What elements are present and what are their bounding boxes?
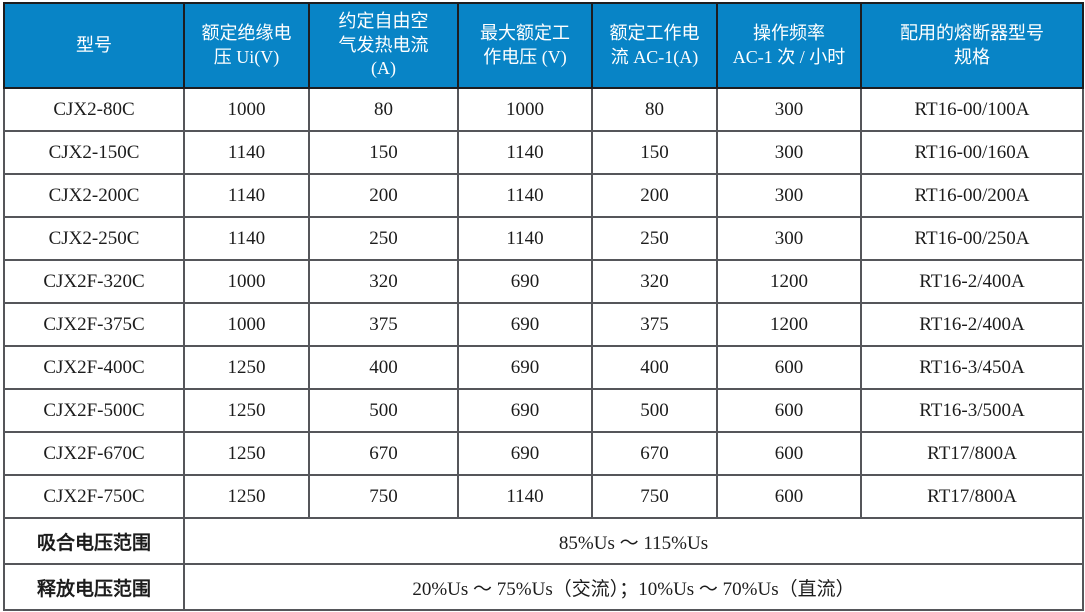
table-row-pickup-voltage: 吸合电压范围 85%Us ～ 115%Us — [3, 517, 1084, 565]
table-cell: RT16-00/250A — [860, 216, 1084, 261]
table-cell: CJX2F-750C — [3, 474, 185, 519]
pickup-voltage-label: 吸合电压范围 — [3, 517, 185, 565]
table-cell: RT16-2/400A — [860, 302, 1084, 347]
pickup-voltage-value: 85%Us ～ 115%Us — [183, 517, 1084, 565]
table-cell: 670 — [591, 431, 718, 476]
table-cell: 750 — [591, 474, 718, 519]
table-row: CJX2F-400C 1250 400 690 400 600 RT16-3/450A — [3, 345, 1084, 390]
table-cell: 1200 — [716, 259, 862, 304]
table-cell: 750 — [308, 474, 459, 519]
table-cell: 250 — [591, 216, 718, 261]
table-cell: 1000 — [183, 259, 310, 304]
table-cell: 1250 — [183, 345, 310, 390]
table-cell: 690 — [457, 431, 593, 476]
table-row: CJX2-200C 1140 200 1140 200 300 RT16-00/200A — [3, 173, 1084, 218]
table-cell: 1140 — [457, 130, 593, 175]
table-cell: 600 — [716, 431, 862, 476]
table-cell: 200 — [591, 173, 718, 218]
table-cell: 1200 — [716, 302, 862, 347]
table-cell: 300 — [716, 130, 862, 175]
table-cell: 300 — [716, 173, 862, 218]
table-cell: CJX2-150C — [3, 130, 185, 175]
table-cell: 1250 — [183, 388, 310, 433]
table-row: CJX2F-320C 1000 320 690 320 1200 RT16-2/400A — [3, 259, 1084, 304]
table-cell: 1250 — [183, 431, 310, 476]
contactor-spec-table: 型号 额定绝缘电 压 Ui(V) 约定自由空 气发热电流 (A) 最大额定工 作… — [3, 2, 1084, 611]
release-voltage-value: 20%Us ～ 75%Us（交流）；10%Us ～ 70%Us（直流） — [183, 563, 1084, 611]
table-cell: 1140 — [183, 173, 310, 218]
table-cell: 150 — [591, 130, 718, 175]
table-cell: 320 — [308, 259, 459, 304]
table-cell: 690 — [457, 345, 593, 390]
table-cell: 80 — [308, 87, 459, 132]
table-cell: 690 — [457, 388, 593, 433]
table-row: CJX2F-670C 1250 670 690 670 600 RT17/800A — [3, 431, 1084, 476]
header-cell-max-working-voltage: 最大额定工 作电压 (V) — [457, 2, 593, 89]
header-cell-model: 型号 — [3, 2, 185, 89]
table-cell: 250 — [308, 216, 459, 261]
table-cell: 400 — [308, 345, 459, 390]
table-header: 型号 额定绝缘电 压 Ui(V) 约定自由空 气发热电流 (A) 最大额定工 作… — [3, 2, 1084, 89]
header-cell-working-current: 额定工作电 流 AC-1(A) — [591, 2, 718, 89]
table-cell: 375 — [591, 302, 718, 347]
table-cell: RT16-00/100A — [860, 87, 1084, 132]
table-cell: 375 — [308, 302, 459, 347]
table-cell: 1140 — [457, 474, 593, 519]
table-row: CJX2-80C 1000 80 1000 80 300 RT16-00/100A — [3, 87, 1084, 132]
table-cell: CJX2-250C — [3, 216, 185, 261]
table-cell: 1000 — [183, 87, 310, 132]
table-cell: 1140 — [183, 130, 310, 175]
table-row: CJX2-150C 1140 150 1140 150 300 RT16-00/160A — [3, 130, 1084, 175]
table-cell: 690 — [457, 302, 593, 347]
table-cell: 670 — [308, 431, 459, 476]
header-cell-thermal-current: 约定自由空 气发热电流 (A) — [308, 2, 459, 89]
table-cell: RT16-00/200A — [860, 173, 1084, 218]
table-cell: 150 — [308, 130, 459, 175]
table-cell: CJX2F-320C — [3, 259, 185, 304]
table-cell: 80 — [591, 87, 718, 132]
table-body: CJX2-80C 1000 80 1000 80 300 RT16-00/100A CJX2-… — [3, 87, 1084, 519]
table-cell: RT17/800A — [860, 474, 1084, 519]
table-cell: 1000 — [183, 302, 310, 347]
header-cell-insulation-voltage: 额定绝缘电 压 Ui(V) — [183, 2, 310, 89]
table-row-release-voltage: 释放电压范围 20%Us ～ 75%Us（交流）；10%Us ～ 70%Us（直… — [3, 563, 1084, 611]
table-cell: RT16-00/160A — [860, 130, 1084, 175]
table-cell: 600 — [716, 474, 862, 519]
release-voltage-label: 释放电压范围 — [3, 563, 185, 611]
table-row: CJX2F-750C 1250 750 1140 750 600 RT17/800A — [3, 474, 1084, 519]
table-cell: 500 — [308, 388, 459, 433]
table-cell: 600 — [716, 345, 862, 390]
table-cell: 1140 — [457, 173, 593, 218]
header-cell-operating-frequency: 操作频率 AC-1 次 / 小时 — [716, 2, 862, 89]
table-footer: 吸合电压范围 85%Us ～ 115%Us 释放电压范围 20%Us ～ 75%… — [3, 517, 1084, 611]
header-cell-fuse-spec: 配用的熔断器型号 规格 — [860, 2, 1084, 89]
table-cell: 400 — [591, 345, 718, 390]
table-cell: CJX2F-670C — [3, 431, 185, 476]
table-cell: CJX2-80C — [3, 87, 185, 132]
table-cell: CJX2F-400C — [3, 345, 185, 390]
table-cell: CJX2-200C — [3, 173, 185, 218]
table-cell: RT16-3/450A — [860, 345, 1084, 390]
table-cell: 600 — [716, 388, 862, 433]
table-row: CJX2F-500C 1250 500 690 500 600 RT16-3/500A — [3, 388, 1084, 433]
table-cell: 500 — [591, 388, 718, 433]
table-cell: 1000 — [457, 87, 593, 132]
table-cell: 300 — [716, 87, 862, 132]
table-cell: CJX2F-375C — [3, 302, 185, 347]
table-cell: 1140 — [457, 216, 593, 261]
table-cell: 300 — [716, 216, 862, 261]
table-row: CJX2-250C 1140 250 1140 250 300 RT16-00/250A — [3, 216, 1084, 261]
table-cell: 1250 — [183, 474, 310, 519]
table-cell: 690 — [457, 259, 593, 304]
table-cell: RT16-3/500A — [860, 388, 1084, 433]
header-row: 型号 额定绝缘电 压 Ui(V) 约定自由空 气发热电流 (A) 最大额定工 作… — [3, 2, 1084, 89]
table-cell: 200 — [308, 173, 459, 218]
table-row: CJX2F-375C 1000 375 690 375 1200 RT16-2/400A — [3, 302, 1084, 347]
table-cell: 320 — [591, 259, 718, 304]
table-cell: CJX2F-500C — [3, 388, 185, 433]
table-cell: RT17/800A — [860, 431, 1084, 476]
table-cell: 1140 — [183, 216, 310, 261]
table-cell: RT16-2/400A — [860, 259, 1084, 304]
